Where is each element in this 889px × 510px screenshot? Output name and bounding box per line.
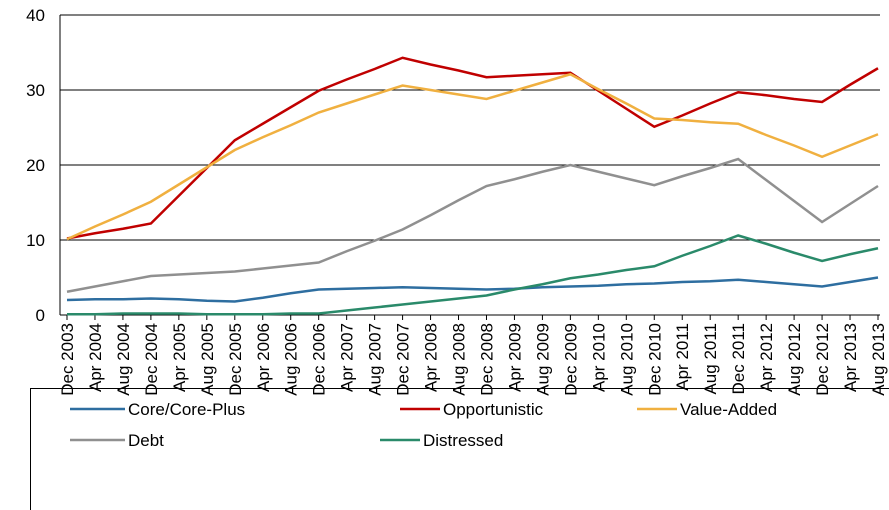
y-tick-label: 30 [26, 81, 45, 100]
series-line [66, 157, 879, 293]
x-tick-label: Aug 2004 [114, 323, 133, 396]
series-line [66, 72, 879, 241]
x-tick-label: Aug 2009 [533, 323, 552, 396]
x-tick-label: Dec 2011 [729, 323, 748, 395]
legend-box [30, 388, 889, 510]
x-tick-label: Dec 2006 [310, 323, 329, 396]
y-tick-label: 0 [36, 306, 45, 325]
x-tick-label: Dec 2010 [645, 323, 664, 396]
x-tick-label: Apr 2013 [841, 323, 860, 392]
x-tick-label: Dec 2004 [142, 323, 161, 396]
x-tick-label: Dec 2008 [477, 323, 496, 396]
legend-label: Debt [128, 431, 164, 450]
legend-label: Opportunistic [443, 400, 544, 419]
x-tick-label: Dec 2009 [561, 323, 580, 396]
legend-label: Value-Added [680, 400, 777, 419]
x-tick-label: Aug 2008 [450, 323, 469, 396]
y-tick-label: 10 [26, 231, 45, 250]
x-tick-label: Aug 2013 [869, 323, 888, 396]
x-tick-label: Aug 2007 [366, 323, 385, 396]
x-tick-label: Apr 2006 [254, 323, 273, 392]
y-tick-label: 40 [26, 6, 45, 25]
x-tick-label: Apr 2005 [170, 323, 189, 392]
x-tick-label: Aug 2011 [701, 323, 720, 395]
y-tick-label: 20 [26, 156, 45, 175]
x-tick-label: Aug 2006 [282, 323, 301, 396]
x-tick-label: Apr 2010 [589, 323, 608, 392]
x-tick-label: Apr 2007 [338, 323, 357, 392]
x-tick-label: Apr 2004 [86, 323, 105, 392]
series-line [67, 234, 879, 316]
x-tick-label: Aug 2012 [785, 323, 804, 396]
x-tick-label: Apr 2012 [757, 323, 776, 392]
series-line [66, 56, 879, 240]
x-tick-label: Aug 2010 [617, 323, 636, 396]
x-tick-label: Dec 2012 [813, 323, 832, 396]
legend-label: Core/Core-Plus [128, 400, 245, 419]
x-tick-label: Dec 2003 [58, 323, 77, 396]
x-tick-label: Apr 2008 [422, 323, 441, 392]
series-line [66, 276, 879, 303]
x-tick-label: Apr 2011 [673, 323, 692, 391]
x-tick-label: Dec 2005 [226, 323, 245, 396]
x-tick-label: Apr 2009 [505, 323, 524, 392]
x-tick-label: Aug 2005 [198, 323, 217, 396]
x-tick-label: Dec 2007 [394, 323, 413, 396]
legend-label: Distressed [423, 431, 503, 450]
